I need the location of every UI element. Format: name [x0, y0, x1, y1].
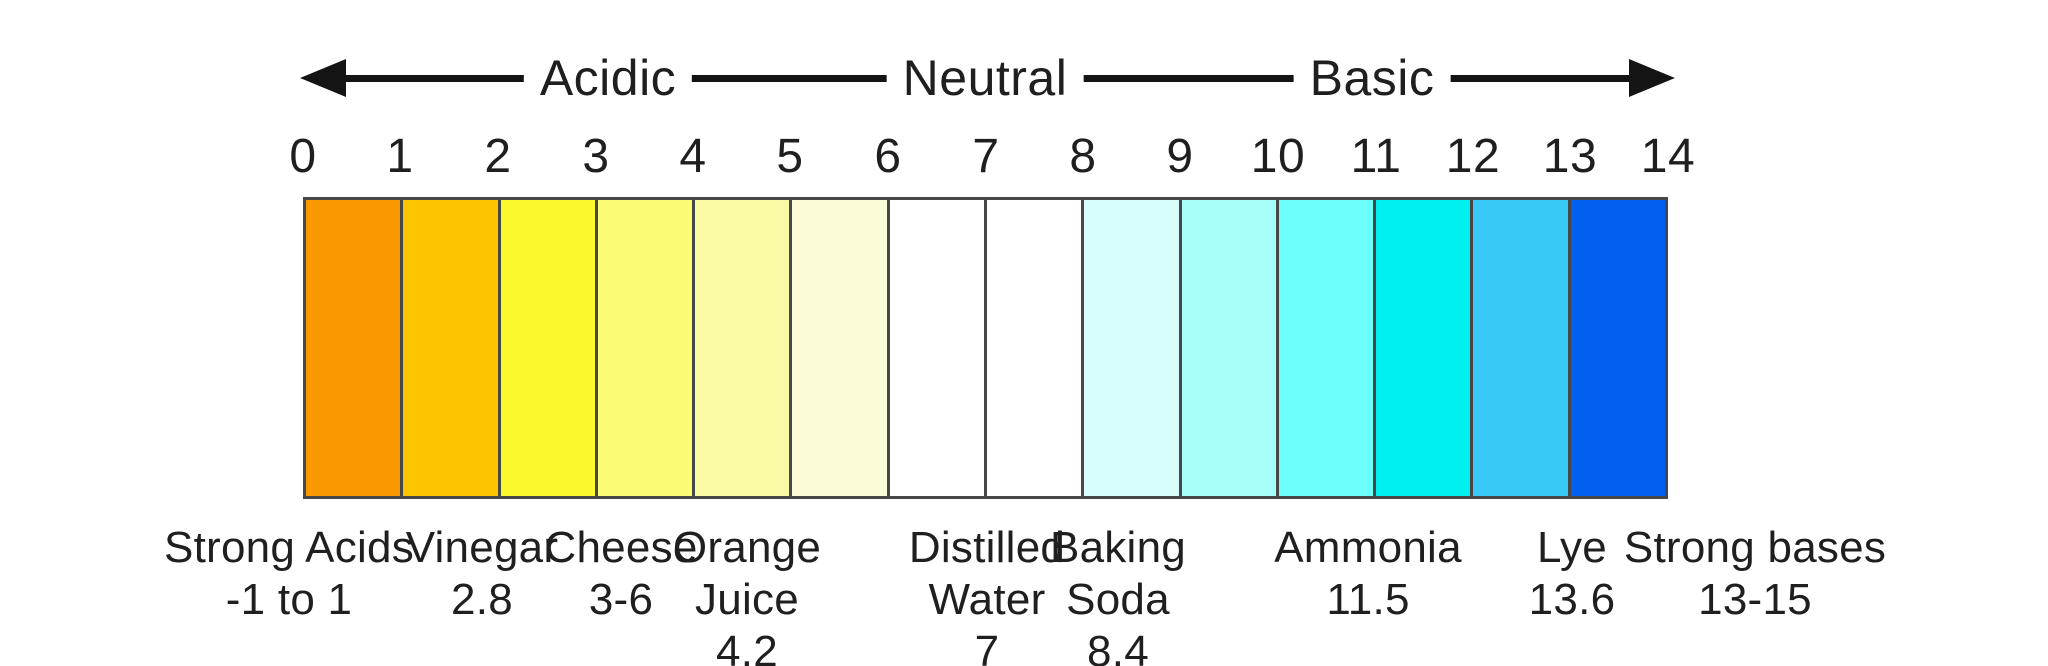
tick-3: 3 [582, 130, 610, 183]
substance-value: 13-15 [1698, 575, 1812, 624]
bar-segment-ph-10-11 [1275, 200, 1374, 496]
substance-value: 13.6 [1528, 575, 1616, 624]
substance-name: Baking [1049, 523, 1187, 572]
tick-13: 13 [1542, 130, 1598, 183]
substance-name: Lye [1536, 523, 1608, 572]
bar-segment-ph-4-5 [692, 200, 790, 496]
substance-name: Cheese [544, 523, 698, 572]
substance-label-lye: Lye 13.6 [1529, 522, 1616, 626]
substance-label-strong-bases: Strong bases 13-15 [1624, 522, 1886, 626]
tick-8: 8 [1069, 130, 1097, 183]
substance-name: Distilled [908, 523, 1066, 572]
bar-segment-ph-12-13 [1470, 200, 1568, 496]
tick-0: 0 [289, 130, 317, 183]
substance-label-strong-acids: Strong Acids -1 to 1 [164, 522, 414, 626]
substance-name: Strong bases [1623, 523, 1887, 572]
bar-segment-ph-7-8 [983, 200, 1082, 496]
tick-11: 11 [1350, 130, 1402, 183]
bar-segment-ph-3-4 [594, 200, 693, 496]
tick-7: 7 [972, 130, 1000, 183]
tick-4: 4 [679, 130, 707, 183]
bar-segment-ph-6-7 [886, 200, 984, 496]
substance-value: 2.8 [451, 575, 513, 624]
arrow-right-icon [1629, 59, 1675, 97]
substance-label-vinegar: Vinegar 2.8 [406, 522, 559, 626]
substance-name: Soda [1066, 575, 1170, 624]
arrow-label-basic: Basic [1293, 49, 1451, 107]
bar-segment-ph-2-3 [497, 200, 595, 496]
arrow-label-acidic: Acidic [523, 49, 693, 107]
substance-value: 8.4 [1087, 627, 1149, 666]
arrow-left-icon [300, 59, 346, 97]
bar-segment-ph-13-14 [1567, 200, 1665, 496]
substance-label-baking-soda: Baking Soda 8.4 [1050, 522, 1186, 666]
bar-segment-ph-9-10 [1178, 200, 1276, 496]
arrow-label-neutral: Neutral [886, 49, 1084, 107]
substance-value: 4.2 [716, 627, 778, 666]
substance-value: 3-6 [588, 575, 654, 624]
tick-10: 10 [1250, 130, 1306, 183]
tick-14: 14 [1640, 130, 1696, 183]
substance-name: Juice [695, 575, 799, 624]
substance-label-cheese: Cheese 3-6 [544, 522, 697, 626]
bar-segment-ph-1-2 [400, 200, 498, 496]
bar-segment-ph-0-1 [306, 200, 401, 496]
direction-arrow: Acidic Neutral Basic [300, 49, 1675, 107]
substance-value: -1 to 1 [225, 575, 353, 624]
substance-name: Orange [672, 523, 822, 572]
substance-name: Strong Acids [163, 523, 415, 572]
tick-12: 12 [1445, 130, 1501, 183]
tick-6: 6 [874, 130, 902, 183]
substance-value: 7 [974, 627, 1000, 666]
substance-name: Water [928, 575, 1046, 624]
substance-value: 11.5 [1326, 575, 1410, 624]
ph-color-bar [303, 197, 1668, 499]
tick-1: 1 [386, 130, 414, 183]
bar-segment-ph-11-12 [1373, 200, 1471, 496]
substance-label-distilled-water: Distilled Water 7 [909, 522, 1065, 666]
bar-segment-ph-8-9 [1081, 200, 1179, 496]
substance-label-orange-juice: Orange Juice 4.2 [673, 522, 821, 666]
tick-2: 2 [484, 130, 512, 183]
substance-label-ammonia: Ammonia 11.5 [1274, 522, 1462, 626]
tick-9: 9 [1166, 130, 1194, 183]
substance-name: Vinegar [405, 523, 559, 572]
substance-name: Ammonia [1274, 523, 1462, 572]
tick-5: 5 [776, 130, 804, 183]
bar-segment-ph-5-6 [789, 200, 887, 496]
